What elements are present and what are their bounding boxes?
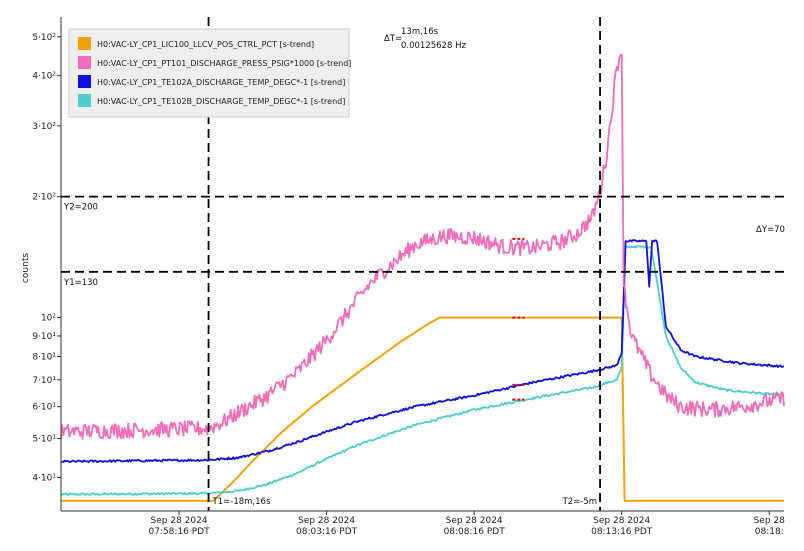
legend-box bbox=[68, 28, 350, 118]
series-line-3 bbox=[60, 244, 785, 496]
x-tick-time-1: 08:03:16 PDT bbox=[296, 527, 358, 537]
x-tick-time-3: 08:13:16 PDT bbox=[591, 527, 653, 537]
y-tick-label-7: 2·10² bbox=[32, 193, 56, 203]
cursor-layer: Y2=200 Y1=130 T1=-18m,16s T2=-5m ΔT= 13m… bbox=[61, 17, 785, 511]
delta-y-label: ΔY=70 bbox=[756, 225, 785, 235]
y-axis-ticks: 4·10¹ 5·10¹ 6·10¹ 7·10¹ 8·10¹ 9·10¹ 10² 2·10² 3·… bbox=[32, 33, 61, 483]
y-axis-label: counts bbox=[21, 253, 31, 283]
series-line-0 bbox=[61, 316, 784, 502]
y-tick-label-10: 5·10² bbox=[32, 33, 56, 43]
y-tick-label-0: 4·10¹ bbox=[32, 473, 56, 483]
legend-label-llcv-pos: H0:VAC-LY_CP1_LIC100_LLCV_POS_CTRL_PCT [… bbox=[97, 40, 314, 49]
legend-swatch-te102b-temp bbox=[78, 94, 91, 107]
x-tick-time-2: 08:08:16 PDT bbox=[444, 527, 506, 537]
delta-t-prefix: ΔT= bbox=[384, 34, 402, 44]
x-tick-date-1: Sep 28 2024 bbox=[298, 516, 355, 526]
y-tick-label-5: 9·10¹ bbox=[32, 332, 56, 342]
series-layer bbox=[60, 53, 785, 502]
x-tick-date-4: Sep 28 bbox=[754, 516, 786, 526]
legend-label-discharge-press: H0:VAC-LY_CP1_PT101_DISCHARGE_PRESS_PSIG… bbox=[97, 59, 351, 68]
x-tick-time-0: 07:58:16 PDT bbox=[148, 527, 210, 537]
y2-label: Y2=200 bbox=[63, 203, 98, 213]
series-line-2 bbox=[60, 239, 785, 464]
legend-label-te102a-temp: H0:VAC-LY_CP1_TE102A_DISCHARGE_TEMP_DEGC… bbox=[97, 78, 345, 87]
series-line-1 bbox=[60, 53, 785, 440]
delta-t-value: 13m,16s bbox=[401, 27, 439, 37]
x-tick-date-3: Sep 28 2024 bbox=[593, 516, 650, 526]
y-tick-label-8: 3·10² bbox=[32, 122, 56, 132]
y-tick-label-1: 5·10¹ bbox=[32, 435, 56, 445]
t2-label: T2=-5m bbox=[562, 497, 597, 507]
legend-swatch-te102a-temp bbox=[78, 75, 91, 88]
gap-markers bbox=[512, 237, 525, 401]
y-tick-label-9: 4·10² bbox=[32, 72, 56, 82]
y-tick-label-6: 10² bbox=[41, 314, 56, 324]
y-tick-label-3: 7·10¹ bbox=[32, 376, 56, 386]
legend-swatch-discharge-press bbox=[78, 56, 91, 69]
legend-swatch-llcv-pos bbox=[78, 37, 91, 50]
x-tick-time-4: 08:18: bbox=[755, 527, 784, 537]
x-tick-date-0: Sep 28 2024 bbox=[151, 516, 208, 526]
y1-label: Y1=130 bbox=[63, 278, 98, 288]
delta-t-frequency: 0.00125628 Hz bbox=[401, 41, 466, 51]
legend-label-te102b-temp: H0:VAC-LY_CP1_TE102B_DISCHARGE_TEMP_DEGC… bbox=[97, 97, 345, 106]
y-tick-label-4: 8·10¹ bbox=[32, 353, 56, 363]
y-tick-label-2: 6·10¹ bbox=[32, 403, 56, 413]
legend: H0:VAC-LY_CP1_LIC100_LLCV_POS_CTRL_PCT [… bbox=[68, 28, 351, 118]
t1-label: T1=-18m,16s bbox=[212, 497, 271, 507]
x-tick-date-2: Sep 28 2024 bbox=[446, 516, 503, 526]
